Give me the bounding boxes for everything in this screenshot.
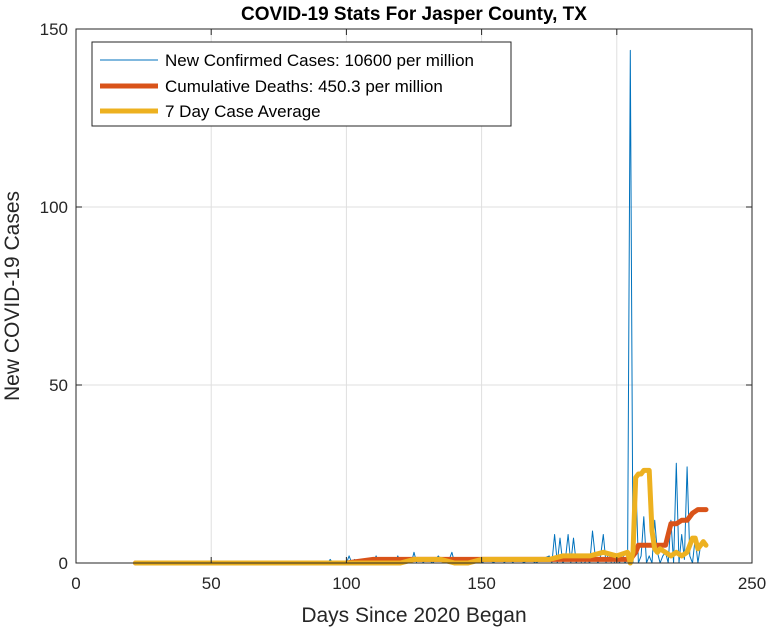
legend-label-7-day-average: 7 Day Case Average (165, 102, 321, 121)
plot-frame (75, 28, 753, 564)
y-tick-label: 0 (59, 554, 68, 573)
x-tick-label: 0 (71, 574, 80, 593)
y-axis-label: New COVID-19 Cases (1, 191, 24, 401)
x-tick-label: 200 (603, 574, 631, 593)
y-tick-label: 150 (40, 20, 68, 39)
x-axis-label: Days Since 2020 Began (301, 604, 526, 627)
series-7-day-average (133, 467, 709, 566)
y-tick-label: 50 (49, 376, 68, 395)
y-tick-label: 100 (40, 198, 68, 217)
legend-box (91, 41, 512, 127)
x-tick-label: 250 (738, 574, 766, 593)
x-tick-label: 100 (332, 574, 360, 593)
y-axis-ticks: 0 50 100 150 (40, 20, 752, 573)
x-axis-ticks: 0 50 100 150 200 250 (71, 29, 766, 593)
legend-label-cumulative-deaths: Cumulative Deaths: 450.3 per million (165, 77, 443, 96)
legend-label-new-cases: New Confirmed Cases: 10600 per million (165, 51, 474, 70)
x-tick-label: 150 (467, 574, 495, 593)
x-tick-label: 50 (202, 574, 221, 593)
legend: New Confirmed Cases: 10600 per million C… (91, 41, 512, 127)
chart-title: COVID-19 Stats For Jasper County, TX (241, 4, 587, 25)
